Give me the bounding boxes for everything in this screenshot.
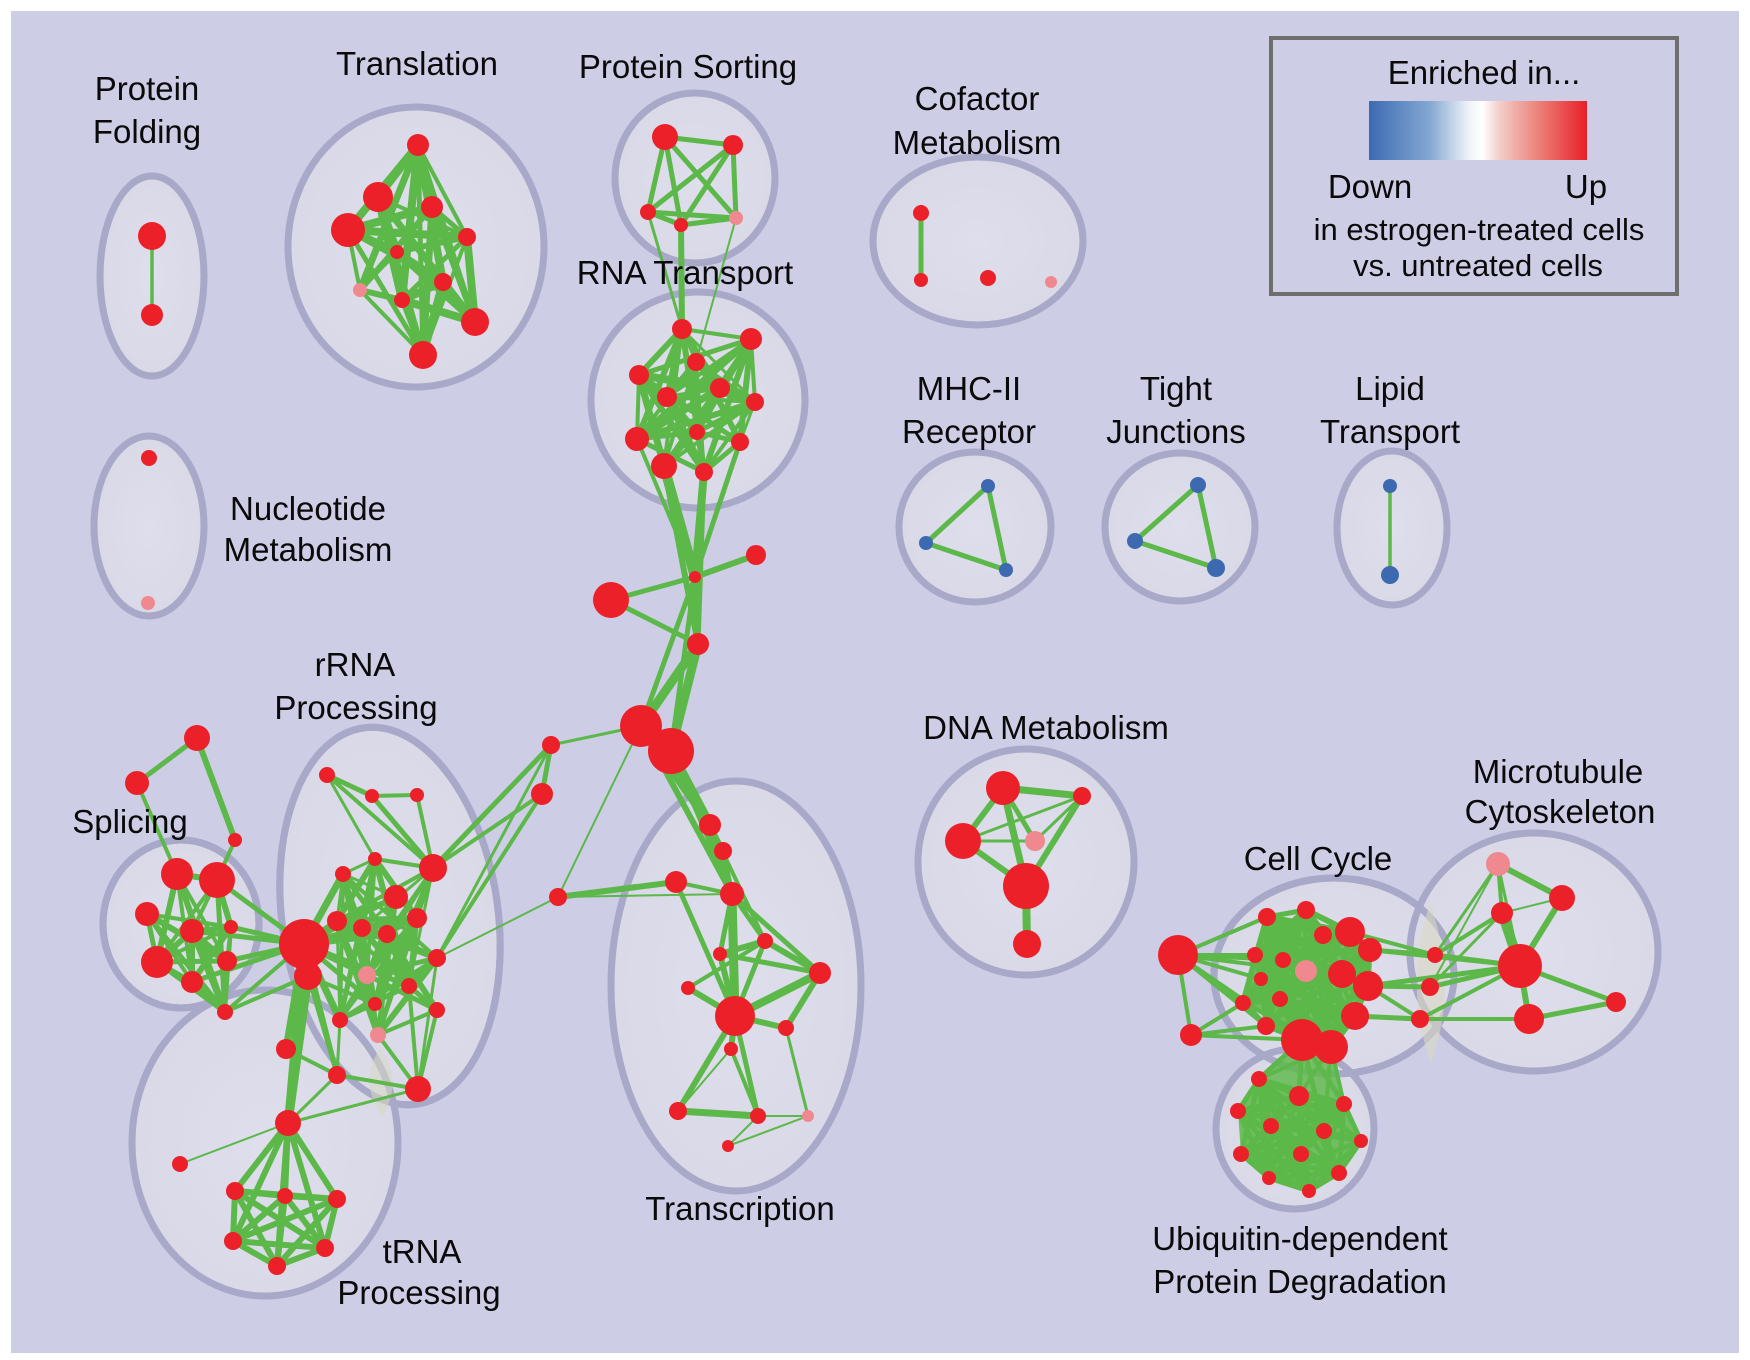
svg-text:RNA Transport: RNA Transport — [577, 254, 793, 291]
svg-text:Protein Degradation: Protein Degradation — [1153, 1263, 1447, 1300]
svg-text:Processing: Processing — [274, 689, 437, 726]
svg-text:Receptor: Receptor — [902, 413, 1036, 450]
svg-text:Junctions: Junctions — [1106, 413, 1245, 450]
svg-text:Cytoskeleton: Cytoskeleton — [1465, 793, 1656, 830]
svg-text:Folding: Folding — [93, 113, 201, 150]
svg-text:MHC-II: MHC-II — [917, 370, 1021, 407]
svg-text:Enriched in...: Enriched in... — [1388, 54, 1581, 91]
svg-text:Microtubule: Microtubule — [1473, 753, 1644, 790]
svg-text:Cell Cycle: Cell Cycle — [1244, 840, 1393, 877]
svg-text:Transcription: Transcription — [645, 1190, 835, 1227]
svg-text:in estrogen-treated cells: in estrogen-treated cells — [1314, 212, 1645, 247]
svg-text:Cofactor: Cofactor — [915, 80, 1040, 117]
svg-text:Tight: Tight — [1140, 370, 1212, 407]
svg-text:Ubiquitin-dependent: Ubiquitin-dependent — [1152, 1220, 1447, 1257]
svg-text:Metabolism: Metabolism — [224, 531, 393, 568]
svg-text:Lipid: Lipid — [1355, 370, 1425, 407]
svg-text:Down: Down — [1328, 168, 1412, 205]
svg-text:Protein: Protein — [95, 70, 200, 107]
svg-text:Protein Sorting: Protein Sorting — [579, 48, 797, 85]
svg-text:Transport: Transport — [1320, 413, 1460, 450]
svg-text:tRNA: tRNA — [383, 1233, 462, 1270]
svg-text:Translation: Translation — [336, 45, 498, 82]
svg-text:Processing: Processing — [337, 1274, 500, 1311]
svg-text:DNA Metabolism: DNA Metabolism — [923, 709, 1169, 746]
svg-text:vs. untreated cells: vs. untreated cells — [1353, 248, 1603, 283]
svg-text:Splicing: Splicing — [72, 803, 188, 840]
svg-text:Metabolism: Metabolism — [893, 124, 1062, 161]
svg-text:Nucleotide: Nucleotide — [230, 490, 386, 527]
svg-text:rRNA: rRNA — [315, 646, 396, 683]
svg-text:Up: Up — [1565, 168, 1607, 205]
